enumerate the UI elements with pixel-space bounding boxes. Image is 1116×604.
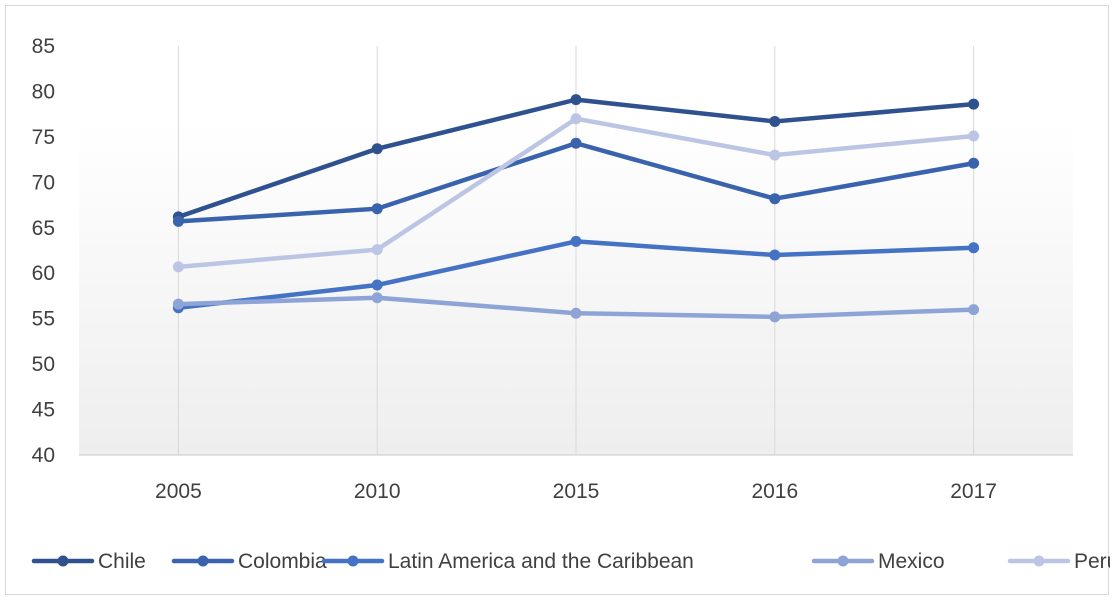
legend-swatch-marker [1033,555,1045,567]
series-peru [172,113,980,273]
legend-swatch-marker [347,555,359,567]
data-point-mexico-2015 [570,307,582,319]
data-point-latin-america-and-the-caribbean-2016 [769,249,781,261]
line-chart: 40 45 50 55 60 65 70 75 80 85 2005 2010 2015 2016 201… [31,35,1116,573]
data-point-chile-2015 [570,94,582,106]
legend-item-latin-america-and-the-caribbean: Latin America and the Caribbean [321,550,694,573]
legend-swatch-marker [837,555,849,567]
data-point-peru-2005 [172,261,184,273]
x-tick-label: 2005 [155,480,202,503]
y-tick-label: 50 [32,353,55,376]
legend-label: Mexico [878,550,945,573]
legend-label: Latin America and the Caribbean [388,550,694,573]
data-point-chile-2017 [968,98,980,110]
y-tick-label: 65 [32,217,55,240]
data-point-peru-2016 [769,149,781,161]
legend-label: Peru [1074,550,1110,573]
x-tick-label: 2016 [751,480,798,503]
data-point-colombia-2010 [371,203,383,215]
x-tick-label: 2017 [950,480,997,503]
legend-item-colombia: Colombia [171,550,327,573]
legend-item-peru: Peru [1007,550,1116,573]
y-axis-ticks: 40 45 50 55 60 65 70 75 80 85 [32,35,55,467]
y-tick-label: 55 [32,308,55,331]
legend-item-mexico: Mexico [811,550,945,573]
series-lines [172,94,980,323]
data-point-latin-america-and-the-caribbean-2017 [968,242,980,254]
data-point-chile-2016 [769,115,781,127]
data-point-latin-america-and-the-caribbean-2010 [371,279,383,291]
series-colombia [172,137,980,227]
y-tick-label: 60 [32,262,55,285]
x-tick-label: 2015 [553,480,600,503]
y-tick-label: 75 [32,126,55,149]
data-point-peru-2015 [570,113,582,125]
data-point-mexico-2016 [769,311,781,323]
data-point-mexico-2017 [968,304,980,316]
data-point-peru-2017 [968,130,980,142]
data-point-chile-2010 [371,143,383,155]
data-point-colombia-2017 [968,157,980,169]
data-point-mexico-2005 [172,298,184,310]
x-tick-label: 2010 [354,480,401,503]
legend-label: Chile [98,550,146,573]
data-point-colombia-2015 [570,137,582,149]
data-point-latin-america-and-the-caribbean-2015 [570,235,582,247]
data-point-mexico-2010 [371,292,383,304]
legend-swatch-marker [197,555,209,567]
series-mexico [172,292,980,323]
y-tick-label: 45 [32,399,55,422]
legend: Chile Colombia Latin America and the Carib… [31,550,1116,573]
y-tick-label: 40 [32,444,55,467]
chart-frame: 40 45 50 55 60 65 70 75 80 85 2005 2010 2015 2016 201… [5,5,1116,595]
legend-swatch-marker [57,555,69,567]
y-tick-label: 80 [32,80,55,103]
data-point-colombia-2005 [172,215,184,227]
y-tick-label: 70 [32,171,55,194]
y-tick-label: 85 [32,35,55,58]
data-point-peru-2010 [371,244,383,256]
data-point-colombia-2016 [769,193,781,205]
x-axis-ticks: 2005 2010 2015 2016 2017 [155,480,997,503]
legend-item-chile: Chile [31,550,146,573]
legend-label: Colombia [238,550,327,573]
